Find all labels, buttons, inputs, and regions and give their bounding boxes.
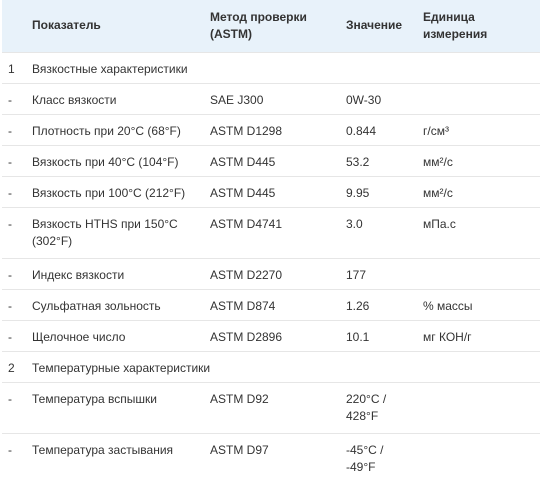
header-marker: [2, 0, 26, 52]
header-unit: Единица измерения: [417, 0, 540, 52]
cell-parameter: Сульфатная зольность: [26, 288, 204, 320]
cell-parameter: Температура вспышки: [26, 381, 204, 433]
specs-table: Показатель Метод проверки (ASTM) Значени…: [2, 0, 540, 484]
cell-parameter: Щелочное число: [26, 319, 204, 351]
table-row: - Сульфатная зольность ASTM D874 1.26 % …: [2, 288, 540, 320]
row-marker: -: [2, 82, 26, 114]
header-parameter: Показатель: [26, 0, 204, 52]
cell-value: 177: [340, 257, 417, 289]
cell-value: 0.844: [340, 113, 417, 145]
section-title: Вязкостные характеристики: [26, 51, 540, 83]
cell-value: 220°C / 428°F: [340, 381, 417, 433]
row-marker: -: [2, 288, 26, 320]
cell-parameter: Класс вязкости: [26, 82, 204, 114]
table-row: - Класс вязкости SAE J300 0W-30: [2, 82, 540, 114]
table-row: - Температура застывания ASTM D97 -45°C …: [2, 432, 540, 484]
table-row: - Индекс вязкости ASTM D2270 177: [2, 257, 540, 289]
table-row: - Щелочное число ASTM D2896 10.1 мг КОН/…: [2, 319, 540, 351]
cell-parameter: Температура застывания: [26, 432, 204, 484]
cell-value: -45°C / -49°F: [340, 432, 417, 484]
header-method: Метод проверки (ASTM): [204, 0, 340, 52]
header-value: Значение: [340, 0, 417, 52]
table-row: - Плотность при 20°C (68°F) ASTM D1298 0…: [2, 113, 540, 145]
cell-unit: мм²/с: [417, 144, 540, 176]
cell-unit: [417, 381, 540, 433]
section-number: 1: [2, 51, 26, 83]
table-header-row: Показатель Метод проверки (ASTM) Значени…: [2, 0, 540, 52]
cell-method: SAE J300: [204, 82, 340, 114]
cell-unit: [417, 432, 540, 484]
section-number: 2: [2, 350, 26, 382]
cell-parameter: Вязкость при 100°C (212°F): [26, 175, 204, 207]
section-row: 1 Вязкостные характеристики: [2, 51, 540, 83]
cell-unit: [417, 82, 540, 114]
row-marker: -: [2, 175, 26, 207]
section-row: 2 Температурные характеристики: [2, 350, 540, 382]
cell-method: ASTM D445: [204, 144, 340, 176]
cell-parameter: Вязкость при 40°C (104°F): [26, 144, 204, 176]
row-marker: -: [2, 319, 26, 351]
row-marker: -: [2, 381, 26, 433]
cell-value: 9.95: [340, 175, 417, 207]
cell-method: ASTM D445: [204, 175, 340, 207]
section-title: Температурные характеристики: [26, 350, 540, 382]
cell-value: 1.26: [340, 288, 417, 320]
cell-method: ASTM D2896: [204, 319, 340, 351]
row-marker: -: [2, 257, 26, 289]
cell-unit: мм²/с: [417, 175, 540, 207]
cell-unit: мг КОН/г: [417, 319, 540, 351]
cell-parameter: Вязкость HTHS при 150°C (302°F): [26, 206, 204, 258]
cell-method: ASTM D97: [204, 432, 340, 484]
cell-value: 10.1: [340, 319, 417, 351]
cell-unit: % массы: [417, 288, 540, 320]
cell-unit: [417, 257, 540, 289]
table-row: - Вязкость при 100°C (212°F) ASTM D445 9…: [2, 175, 540, 207]
cell-unit: г/см³: [417, 113, 540, 145]
table-row: - Вязкость HTHS при 150°C (302°F) ASTM D…: [2, 206, 540, 258]
cell-parameter: Индекс вязкости: [26, 257, 204, 289]
cell-value: 3.0: [340, 206, 417, 258]
cell-value: 0W-30: [340, 82, 417, 114]
cell-parameter: Плотность при 20°C (68°F): [26, 113, 204, 145]
cell-method: ASTM D2270: [204, 257, 340, 289]
cell-method: ASTM D4741: [204, 206, 340, 258]
row-marker: -: [2, 432, 26, 484]
row-marker: -: [2, 144, 26, 176]
row-marker: -: [2, 206, 26, 258]
table-row: - Вязкость при 40°C (104°F) ASTM D445 53…: [2, 144, 540, 176]
cell-method: ASTM D874: [204, 288, 340, 320]
cell-method: ASTM D92: [204, 381, 340, 433]
cell-value: 53.2: [340, 144, 417, 176]
row-marker: -: [2, 113, 26, 145]
cell-unit: мПа.с: [417, 206, 540, 258]
table-row: - Температура вспышки ASTM D92 220°C / 4…: [2, 381, 540, 433]
cell-method: ASTM D1298: [204, 113, 340, 145]
